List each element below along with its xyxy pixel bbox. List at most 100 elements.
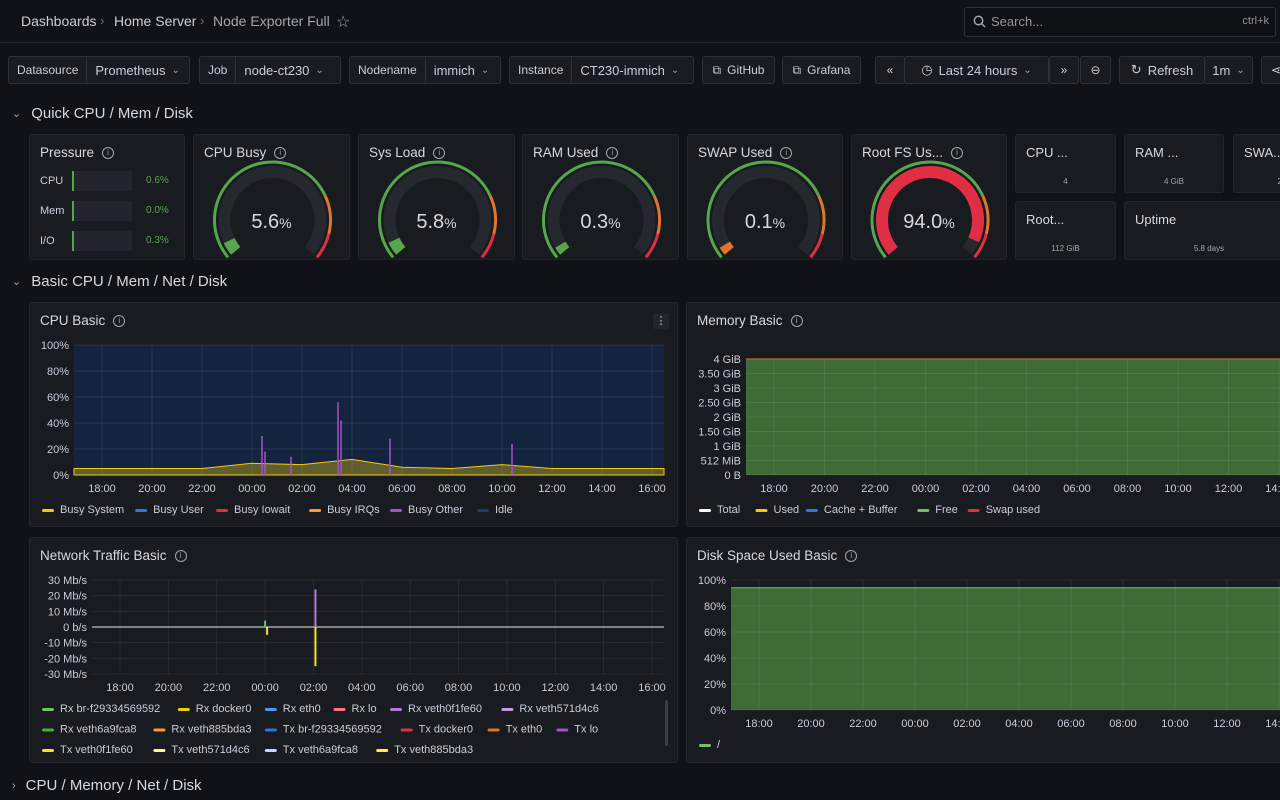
- memory-basic-panel: Memory Basic i 0 B 512 MiB 1 GiB 1.50 GiB 2 G…: [686, 302, 1280, 527]
- pressure-value: 0.6%: [146, 175, 169, 186]
- legend-label: Rx lo: [352, 703, 377, 715]
- legend-scrollbar[interactable]: [665, 700, 668, 746]
- y-tick-label: 80%: [704, 601, 726, 613]
- gauge-threshold-red: [480, 233, 496, 259]
- search-icon: [973, 15, 986, 28]
- top-bar: Dashboards › Home Server › Node Exporter…: [0, 0, 1280, 43]
- search-input[interactable]: Search... ctrl+k: [964, 7, 1276, 37]
- legend-swatch: [153, 749, 166, 752]
- gauge-number: 0.1: [744, 211, 773, 233]
- x-tick-label: 08:00: [438, 483, 466, 495]
- row-basic-toggle[interactable]: ⌄ Basic CPU / Mem / Net / Disk: [12, 273, 227, 290]
- breadcrumb-home-server[interactable]: Home Server: [114, 13, 197, 29]
- time-range-picker[interactable]: ◷ Last 24 hours ⌄: [904, 56, 1049, 84]
- info-icon[interactable]: i: [951, 146, 964, 159]
- gauge-value-arc: [876, 166, 984, 255]
- x-tick-label: 14:00: [1265, 718, 1280, 730]
- info-icon[interactable]: i: [102, 146, 115, 159]
- x-tick-label: 08:00: [1114, 483, 1142, 495]
- gauge-threshold-green: [870, 160, 984, 259]
- search-shortcut: ctrl+k: [1242, 15, 1269, 27]
- time-back-button[interactable]: «: [875, 56, 905, 84]
- info-icon[interactable]: i: [780, 146, 793, 159]
- breadcrumb-dashboards[interactable]: Dashboards: [21, 13, 97, 29]
- var-instance[interactable]: Instance CT230-immich ⌄: [509, 56, 694, 84]
- var-datasource[interactable]: Datasource Prometheus ⌄: [8, 56, 190, 84]
- x-tick-label: 06:00: [396, 682, 424, 694]
- x-tick-label: 18:00: [745, 718, 773, 730]
- x-tick-label: 22:00: [861, 483, 889, 495]
- legend-swatch: [264, 708, 277, 711]
- y-tick-label: 40%: [704, 653, 726, 665]
- grafana-link-button[interactable]: ⧉ Grafana: [782, 56, 861, 84]
- gauge-title: RAM Used: [533, 145, 599, 160]
- time-forward-button[interactable]: »: [1049, 56, 1079, 84]
- info-icon[interactable]: i: [790, 314, 803, 327]
- x-tick-label: 12:00: [1213, 718, 1241, 730]
- info-icon[interactable]: i: [274, 146, 287, 159]
- legend-label: Rx docker0: [196, 703, 252, 715]
- idle-area: [74, 345, 664, 475]
- stat-title: Root...: [1026, 212, 1065, 227]
- legend-label: Idle: [495, 504, 513, 516]
- pressure-name: Mem: [40, 205, 65, 217]
- y-tick-label: -20 Mb/s: [44, 653, 87, 665]
- legend-swatch: [699, 744, 711, 747]
- info-icon[interactable]: i: [845, 549, 858, 562]
- y-tick-label: 0%: [53, 470, 69, 482]
- gauge-threshold-red: [315, 233, 331, 259]
- x-tick-label: 02:00: [288, 483, 316, 495]
- grafana-label: Grafana: [807, 63, 851, 77]
- legend-label: Tx veth885bda3: [394, 744, 473, 756]
- zoom-out-button[interactable]: ⊖: [1080, 56, 1111, 84]
- chevron-down-icon: ⌄: [1236, 64, 1245, 76]
- chevron-down-icon: ⌄: [1023, 64, 1032, 76]
- x-tick-label: 10:00: [493, 682, 521, 694]
- row-collapsed-toggle[interactable]: › CPU / Memory / Net / Disk: [12, 777, 202, 794]
- var-nodename[interactable]: Nodename immich ⌄: [349, 56, 501, 84]
- y-tick-label: 512 MiB: [701, 456, 741, 468]
- var-nodename-value: immich: [433, 62, 475, 78]
- legend-label: Busy Other: [408, 504, 463, 516]
- memory-basic-chart[interactable]: 0 B 512 MiB 1 GiB 1.50 GiB 2 GiB 2.50 GiB 3 Gi…: [687, 303, 1280, 528]
- x-tick-label: 04:00: [1013, 483, 1041, 495]
- legend-label: Tx eth0: [506, 724, 543, 736]
- var-instance-label: Instance: [510, 57, 573, 83]
- pressure-bar-fill: [72, 231, 74, 251]
- row-quick-toggle[interactable]: ⌄ Quick CPU / Mem / Disk: [12, 105, 193, 122]
- cpu-basic-chart[interactable]: 0% 20% 40% 60% 80% 100% 18:00 20:00 22:00 00:00 02…: [30, 303, 679, 528]
- gauge-value-arc: [555, 241, 570, 255]
- github-link-button[interactable]: ⧉ GitHub: [702, 56, 775, 84]
- network-basic-panel: Network Traffic Basic i -30 Mb/s -20 Mb/s -…: [29, 537, 678, 763]
- gauge-arc: [870, 160, 990, 259]
- y-tick-label: 2 GiB: [713, 412, 741, 424]
- y-tick-label: 3.50 GiB: [698, 369, 741, 381]
- refresh-interval-picker[interactable]: 1m ⌄: [1204, 56, 1253, 84]
- panel-menu-icon[interactable]: ⋮: [653, 313, 669, 329]
- info-icon[interactable]: i: [174, 549, 187, 562]
- var-job[interactable]: Job node-ct230 ⌄: [199, 56, 341, 84]
- share-button[interactable]: ⋖: [1261, 56, 1280, 84]
- gauge-number: 94.0: [903, 211, 943, 233]
- legend-swatch: [556, 728, 569, 732]
- legend-swatch: [755, 509, 768, 512]
- pressure-row-cpu: CPU 0.6%: [40, 171, 180, 191]
- star-icon[interactable]: ☆: [336, 14, 351, 31]
- x-tick-label: 12:00: [538, 483, 566, 495]
- gauge-threshold-orange: [488, 194, 497, 235]
- legend-label: Tx docker0: [419, 724, 473, 736]
- github-label: GitHub: [727, 63, 765, 77]
- info-icon[interactable]: i: [606, 146, 619, 159]
- y-tick-label: -30 Mb/s: [44, 669, 87, 681]
- legend-swatch: [177, 708, 190, 711]
- gauge-value: 0.1%: [688, 211, 842, 234]
- disk-basic-chart[interactable]: 0% 20% 40% 60% 80% 100% 18:00 20:00 22:00 00:00 02…: [687, 538, 1280, 764]
- info-icon[interactable]: i: [433, 146, 446, 159]
- refresh-button[interactable]: ↻ Refresh: [1119, 56, 1205, 84]
- gauge-panel-ram-used: RAM Used i 0.3%: [522, 134, 679, 260]
- x-tick-label: 20:00: [155, 682, 183, 694]
- network-basic-chart[interactable]: -30 Mb/s -20 Mb/s -10 Mb/s 0 b/s 10 Mb/s 20 M…: [30, 538, 679, 764]
- legend-swatch: [390, 708, 402, 711]
- info-icon[interactable]: i: [113, 314, 126, 327]
- stat-swap-total: SWA... 2: [1233, 134, 1280, 193]
